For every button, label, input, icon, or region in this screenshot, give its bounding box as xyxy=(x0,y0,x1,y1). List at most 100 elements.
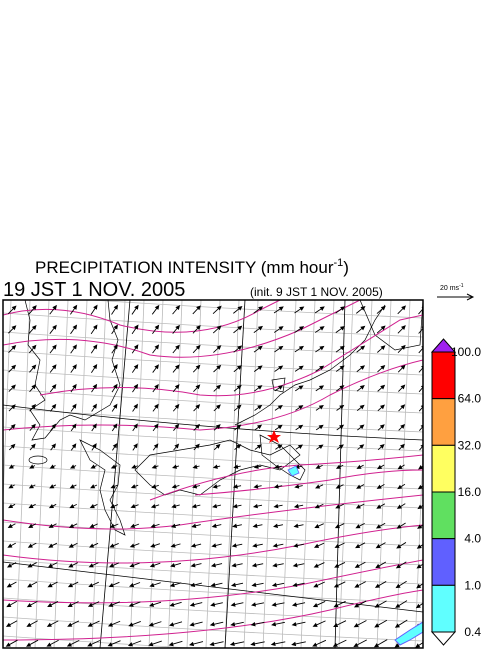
wind-arrow xyxy=(294,345,304,353)
wind-arrow xyxy=(336,404,345,411)
wind-arrow xyxy=(273,306,284,314)
wind-arrow xyxy=(49,344,57,354)
wind-arrow xyxy=(314,326,325,333)
wind-arrow xyxy=(8,404,16,412)
wind-arrow xyxy=(172,464,180,469)
wind-arrow xyxy=(129,543,140,548)
wind-arrow xyxy=(417,484,423,490)
wind-arrow xyxy=(28,344,37,354)
grid-line xyxy=(338,300,354,648)
wind-arrow xyxy=(8,443,16,451)
wind-arrow xyxy=(233,404,242,412)
wind-arrow xyxy=(274,464,282,469)
wind-arrow xyxy=(172,324,180,334)
wind-arrow xyxy=(418,306,423,315)
wind-arrow xyxy=(69,503,77,509)
wind-arrow xyxy=(315,365,325,372)
wind-arrow xyxy=(50,423,57,432)
wind-arrow xyxy=(332,639,347,647)
wind-arrow xyxy=(151,304,160,315)
wind-arrow xyxy=(27,581,38,588)
wind-arrow xyxy=(8,344,17,354)
wind-arrow xyxy=(192,344,201,354)
wind-arrow xyxy=(110,503,119,509)
wind-arrow xyxy=(417,524,423,529)
wind-arrow xyxy=(312,620,326,627)
colorbar-under xyxy=(430,631,457,646)
wind-arrow xyxy=(28,503,36,509)
wind-arrow xyxy=(355,503,365,509)
wind-arrow xyxy=(376,464,385,470)
map-area xyxy=(3,300,423,648)
wind-arrow xyxy=(234,444,242,450)
wind-arrow xyxy=(111,344,118,354)
wind-arrow xyxy=(50,443,56,451)
wind-arrow xyxy=(232,484,242,489)
wind-arrow xyxy=(110,484,118,489)
title-exponent: -1 xyxy=(333,257,343,269)
wind-arrow xyxy=(152,364,159,373)
wind-arrow xyxy=(170,543,181,548)
wind-arrow xyxy=(253,325,263,334)
wind-arrow xyxy=(169,621,183,627)
grid-line xyxy=(3,540,423,566)
wind-arrow xyxy=(173,423,180,431)
wind-arrow xyxy=(91,443,97,451)
wind-arrow xyxy=(29,464,36,469)
wind-arrow xyxy=(253,345,263,353)
wind-arrow xyxy=(170,562,181,568)
wind-arrow xyxy=(274,345,284,353)
wind-arrow xyxy=(314,306,325,314)
wind-arrow xyxy=(396,542,407,549)
wind-arrow xyxy=(111,383,118,393)
wind-arrow xyxy=(6,600,18,608)
wind-arrow xyxy=(357,444,365,450)
colorbar-segment xyxy=(431,398,456,446)
wind-arrow xyxy=(8,325,17,334)
valid-time: 19 JST 1 NOV. 2005 xyxy=(3,279,185,301)
wind-arrow xyxy=(233,305,243,314)
wind-arrow xyxy=(229,641,245,647)
wind-arrow xyxy=(132,423,138,432)
wind-arrow xyxy=(130,484,139,489)
grid-line xyxy=(3,350,423,376)
wind-arrow xyxy=(315,484,324,489)
colorbar: 100.0 64.0 32.0 16.0 4.0 1.0 0.4 xyxy=(430,338,481,646)
wind-arrow xyxy=(26,600,38,608)
wind-arrow xyxy=(29,443,36,451)
wind-arrow xyxy=(377,384,386,392)
wind-arrow xyxy=(47,562,58,568)
wind-arrow xyxy=(233,325,243,334)
wind-arrow xyxy=(273,503,283,509)
wind-arrow xyxy=(210,562,223,568)
title-text: PRECIPITATION INTENSITY (mm hour xyxy=(35,258,334,277)
colorbar-label: 1.0 xyxy=(464,578,481,592)
wind-arrow xyxy=(28,484,36,489)
wind-arrow xyxy=(151,484,159,489)
wind-arrow xyxy=(333,620,347,627)
wind-arrow xyxy=(395,580,407,589)
wind-arrow xyxy=(88,562,99,568)
wind-arrow xyxy=(416,583,423,589)
wind-arrow xyxy=(212,325,222,334)
wind-arrow xyxy=(398,423,406,431)
wind-arrow xyxy=(7,523,16,528)
wind-arrow xyxy=(189,602,203,607)
wind-arrow xyxy=(335,503,345,509)
grid-line xyxy=(3,300,12,509)
wind-arrow xyxy=(254,444,262,450)
wind-arrow xyxy=(335,345,345,353)
wind-arrow xyxy=(353,639,368,647)
wind-arrow xyxy=(67,620,80,627)
wind-arrow xyxy=(335,325,346,333)
wind-arrow xyxy=(68,542,78,548)
wind-arrow xyxy=(127,640,142,647)
wind-arrow xyxy=(397,464,405,470)
wind-arrow xyxy=(172,364,180,373)
wind-arrow xyxy=(172,305,181,315)
wind-arrow xyxy=(316,444,324,450)
wind-arrow xyxy=(272,562,284,568)
wind-arrow xyxy=(47,581,58,588)
wind-arrow xyxy=(213,384,222,392)
wind-arrow xyxy=(293,503,304,509)
